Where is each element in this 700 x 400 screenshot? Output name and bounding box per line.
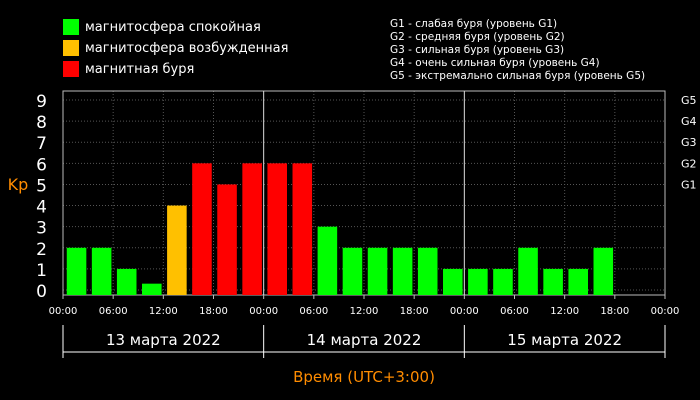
kp-bar — [568, 268, 588, 295]
kp-bar — [142, 283, 162, 295]
g-level-tick-label: G1 — [681, 178, 697, 191]
kp-bar — [242, 163, 262, 295]
kp-bar — [367, 247, 388, 295]
x-axis-label: Время (UTC+3:00) — [293, 368, 435, 386]
kp-bar — [66, 247, 87, 295]
y-tick-label: 4 — [36, 198, 47, 218]
legend-swatch-storm — [63, 61, 79, 77]
storm-level-g5: G5 - экстремально сильная буря (уровень … — [390, 70, 646, 82]
legend-label-storm: магнитная буря — [85, 61, 195, 77]
x-tick-label: 18:00 — [400, 306, 429, 317]
legend-item-storm: магнитная буря — [63, 60, 194, 78]
x-tick-label: 18:00 — [199, 306, 228, 317]
y-tick-label: 2 — [36, 240, 47, 260]
kp-bar — [292, 163, 313, 295]
x-tick-label: 00:00 — [450, 306, 479, 317]
y-tick-label: 1 — [36, 261, 47, 281]
y-tick-label: 6 — [36, 155, 47, 175]
y-tick-label: 5 — [36, 176, 47, 196]
x-tick-label: 06:00 — [99, 306, 128, 317]
y-tick-label: 0 — [36, 282, 47, 302]
kp-bar — [468, 268, 488, 295]
y-tick-label: 8 — [36, 113, 47, 133]
x-tick-label: 06:00 — [299, 306, 328, 317]
kp-bar — [443, 268, 463, 295]
g-level-tick-label: G2 — [681, 157, 697, 170]
kp-bar — [217, 184, 237, 295]
y-tick-label: 7 — [36, 134, 47, 154]
kp-bar — [593, 247, 614, 295]
x-tick-label: 00:00 — [651, 306, 680, 317]
legend-item-active: магнитосфера возбужденная — [63, 39, 288, 57]
legend-label-quiet: магнитосфера спокойная — [85, 19, 261, 35]
legend-swatch-active — [63, 40, 79, 56]
storm-level-g1: G1 - слабая буря (уровень G1) — [390, 18, 558, 30]
kp-bar — [493, 268, 513, 295]
kp-bar — [543, 268, 563, 295]
kp-bar — [518, 247, 538, 295]
y-axis-label: Kp — [8, 175, 29, 194]
x-tick-label: 00:00 — [49, 306, 78, 317]
legend-label-active: магнитосфера возбужденная — [85, 40, 289, 56]
day-label: 14 марта 2022 — [307, 331, 422, 349]
y-tick-label: 9 — [36, 92, 47, 112]
kp-bar — [192, 163, 212, 295]
storm-level-g4: G4 - очень сильная буря (уровень G4) — [390, 57, 600, 69]
legend-swatch-quiet — [63, 19, 79, 35]
kp-bar — [116, 268, 137, 295]
legend-item-quiet: магнитосфера спокойная — [63, 18, 261, 36]
storm-level-g2: G2 - средняя буря (уровень G2) — [390, 31, 565, 43]
g-level-tick-label: G4 — [681, 115, 697, 128]
kp-bar — [342, 247, 363, 295]
x-tick-label: 12:00 — [550, 306, 579, 317]
kp-bar — [417, 247, 438, 295]
kp-bar — [267, 163, 287, 295]
x-tick-label: 12:00 — [149, 306, 178, 317]
storm-level-g3: G3 - сильная буря (уровень G3) — [390, 44, 565, 56]
g-level-tick-label: G5 — [681, 94, 697, 107]
y-tick-label: 3 — [36, 219, 47, 239]
x-tick-label: 06:00 — [500, 306, 529, 317]
x-tick-label: 00:00 — [249, 306, 278, 317]
x-tick-label: 18:00 — [600, 306, 629, 317]
g-level-tick-label: G3 — [681, 136, 697, 149]
kp-bar — [91, 247, 112, 295]
kp-bar — [392, 247, 413, 295]
day-label: 13 марта 2022 — [106, 331, 221, 349]
kp-bar — [317, 226, 338, 295]
day-label: 15 марта 2022 — [507, 331, 622, 349]
x-tick-label: 12:00 — [350, 306, 379, 317]
kp-bar — [167, 205, 187, 295]
